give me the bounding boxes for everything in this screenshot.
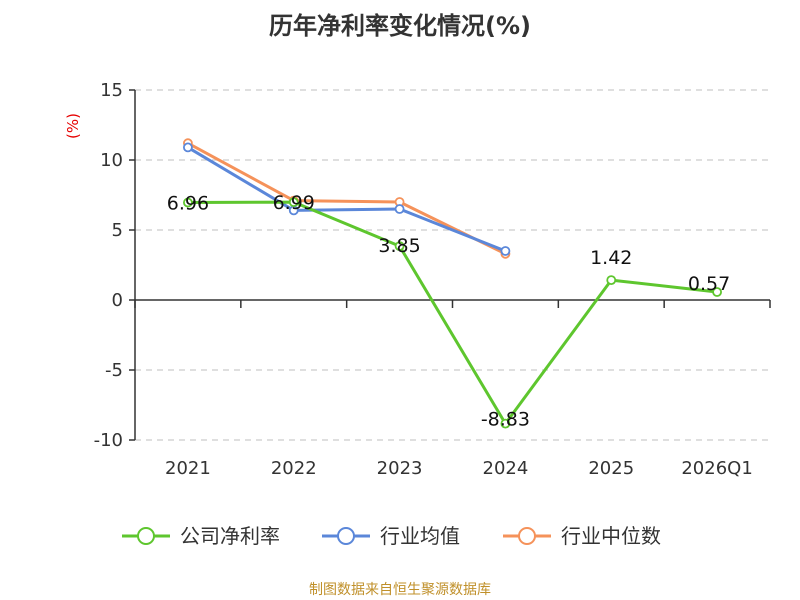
data-label: 3.85 (378, 235, 420, 257)
data-point (712, 287, 722, 297)
data-point (606, 275, 617, 286)
legend-marker (137, 527, 155, 545)
series-line (187, 200, 718, 426)
y-axis-unit: (%) (64, 113, 82, 139)
y-axis-ticks: 15 10 5 0 -5 -10 (94, 80, 135, 451)
series-1 (183, 142, 511, 256)
data-point (394, 204, 405, 214)
data-point (288, 197, 299, 208)
y-tick-label: 10 (100, 150, 123, 171)
x-tick-label: 2021 (165, 458, 211, 479)
data-label: 1.42 (590, 247, 632, 269)
legend-item-1: 行业均值 (322, 524, 460, 548)
x-tick-label: 2024 (483, 458, 529, 479)
data-point (183, 197, 193, 208)
legend-item-0: 公司净利率 (122, 524, 280, 548)
x-tick-label: 2025 (588, 458, 634, 479)
axes (134, 90, 770, 440)
data-point (500, 418, 511, 429)
y-tick-label: 0 (112, 290, 123, 311)
x-tick-label: 2023 (377, 458, 423, 479)
data-point (394, 241, 405, 252)
data-point (500, 246, 511, 256)
chart-title: 历年净利率变化情况(%) (269, 12, 531, 40)
series-0 (183, 197, 722, 429)
y-tick-label: 5 (112, 220, 123, 241)
x-tick-label: 2022 (271, 458, 317, 479)
data-label: 0.57 (688, 273, 730, 295)
series-2 (183, 138, 511, 259)
y-tick-label: -5 (105, 360, 123, 381)
x-tick-label: 2026Q1 (681, 458, 752, 479)
legend-marker (518, 527, 536, 545)
data-label: -8.83 (481, 409, 530, 431)
y-tick-label: -10 (94, 430, 123, 451)
source-note: 制图数据来自恒生聚源数据库 (309, 582, 491, 598)
y-tick-label: 15 (100, 80, 123, 101)
data-label: 6.99 (273, 192, 315, 214)
series-lines (183, 138, 722, 429)
data-labels: 6.96 6.99 3.85 -8.83 1.42 0.57 (167, 192, 730, 430)
series-line (187, 146, 506, 253)
x-axis-ticks: 2021 2022 2023 2024 2025 2026Q1 (134, 300, 771, 479)
legend-item-2: 行业中位数 (503, 524, 661, 548)
series-line (187, 141, 507, 256)
legend-label: 行业中位数 (561, 524, 661, 548)
data-label: 6.96 (167, 193, 209, 215)
legend: 公司净利率 行业均值 行业中位数 (122, 524, 661, 548)
grid-lines (135, 89, 770, 441)
data-point (183, 142, 193, 153)
legend-label: 行业均值 (380, 524, 460, 548)
legend-marker (337, 527, 355, 545)
legend-label: 公司净利率 (180, 524, 280, 548)
